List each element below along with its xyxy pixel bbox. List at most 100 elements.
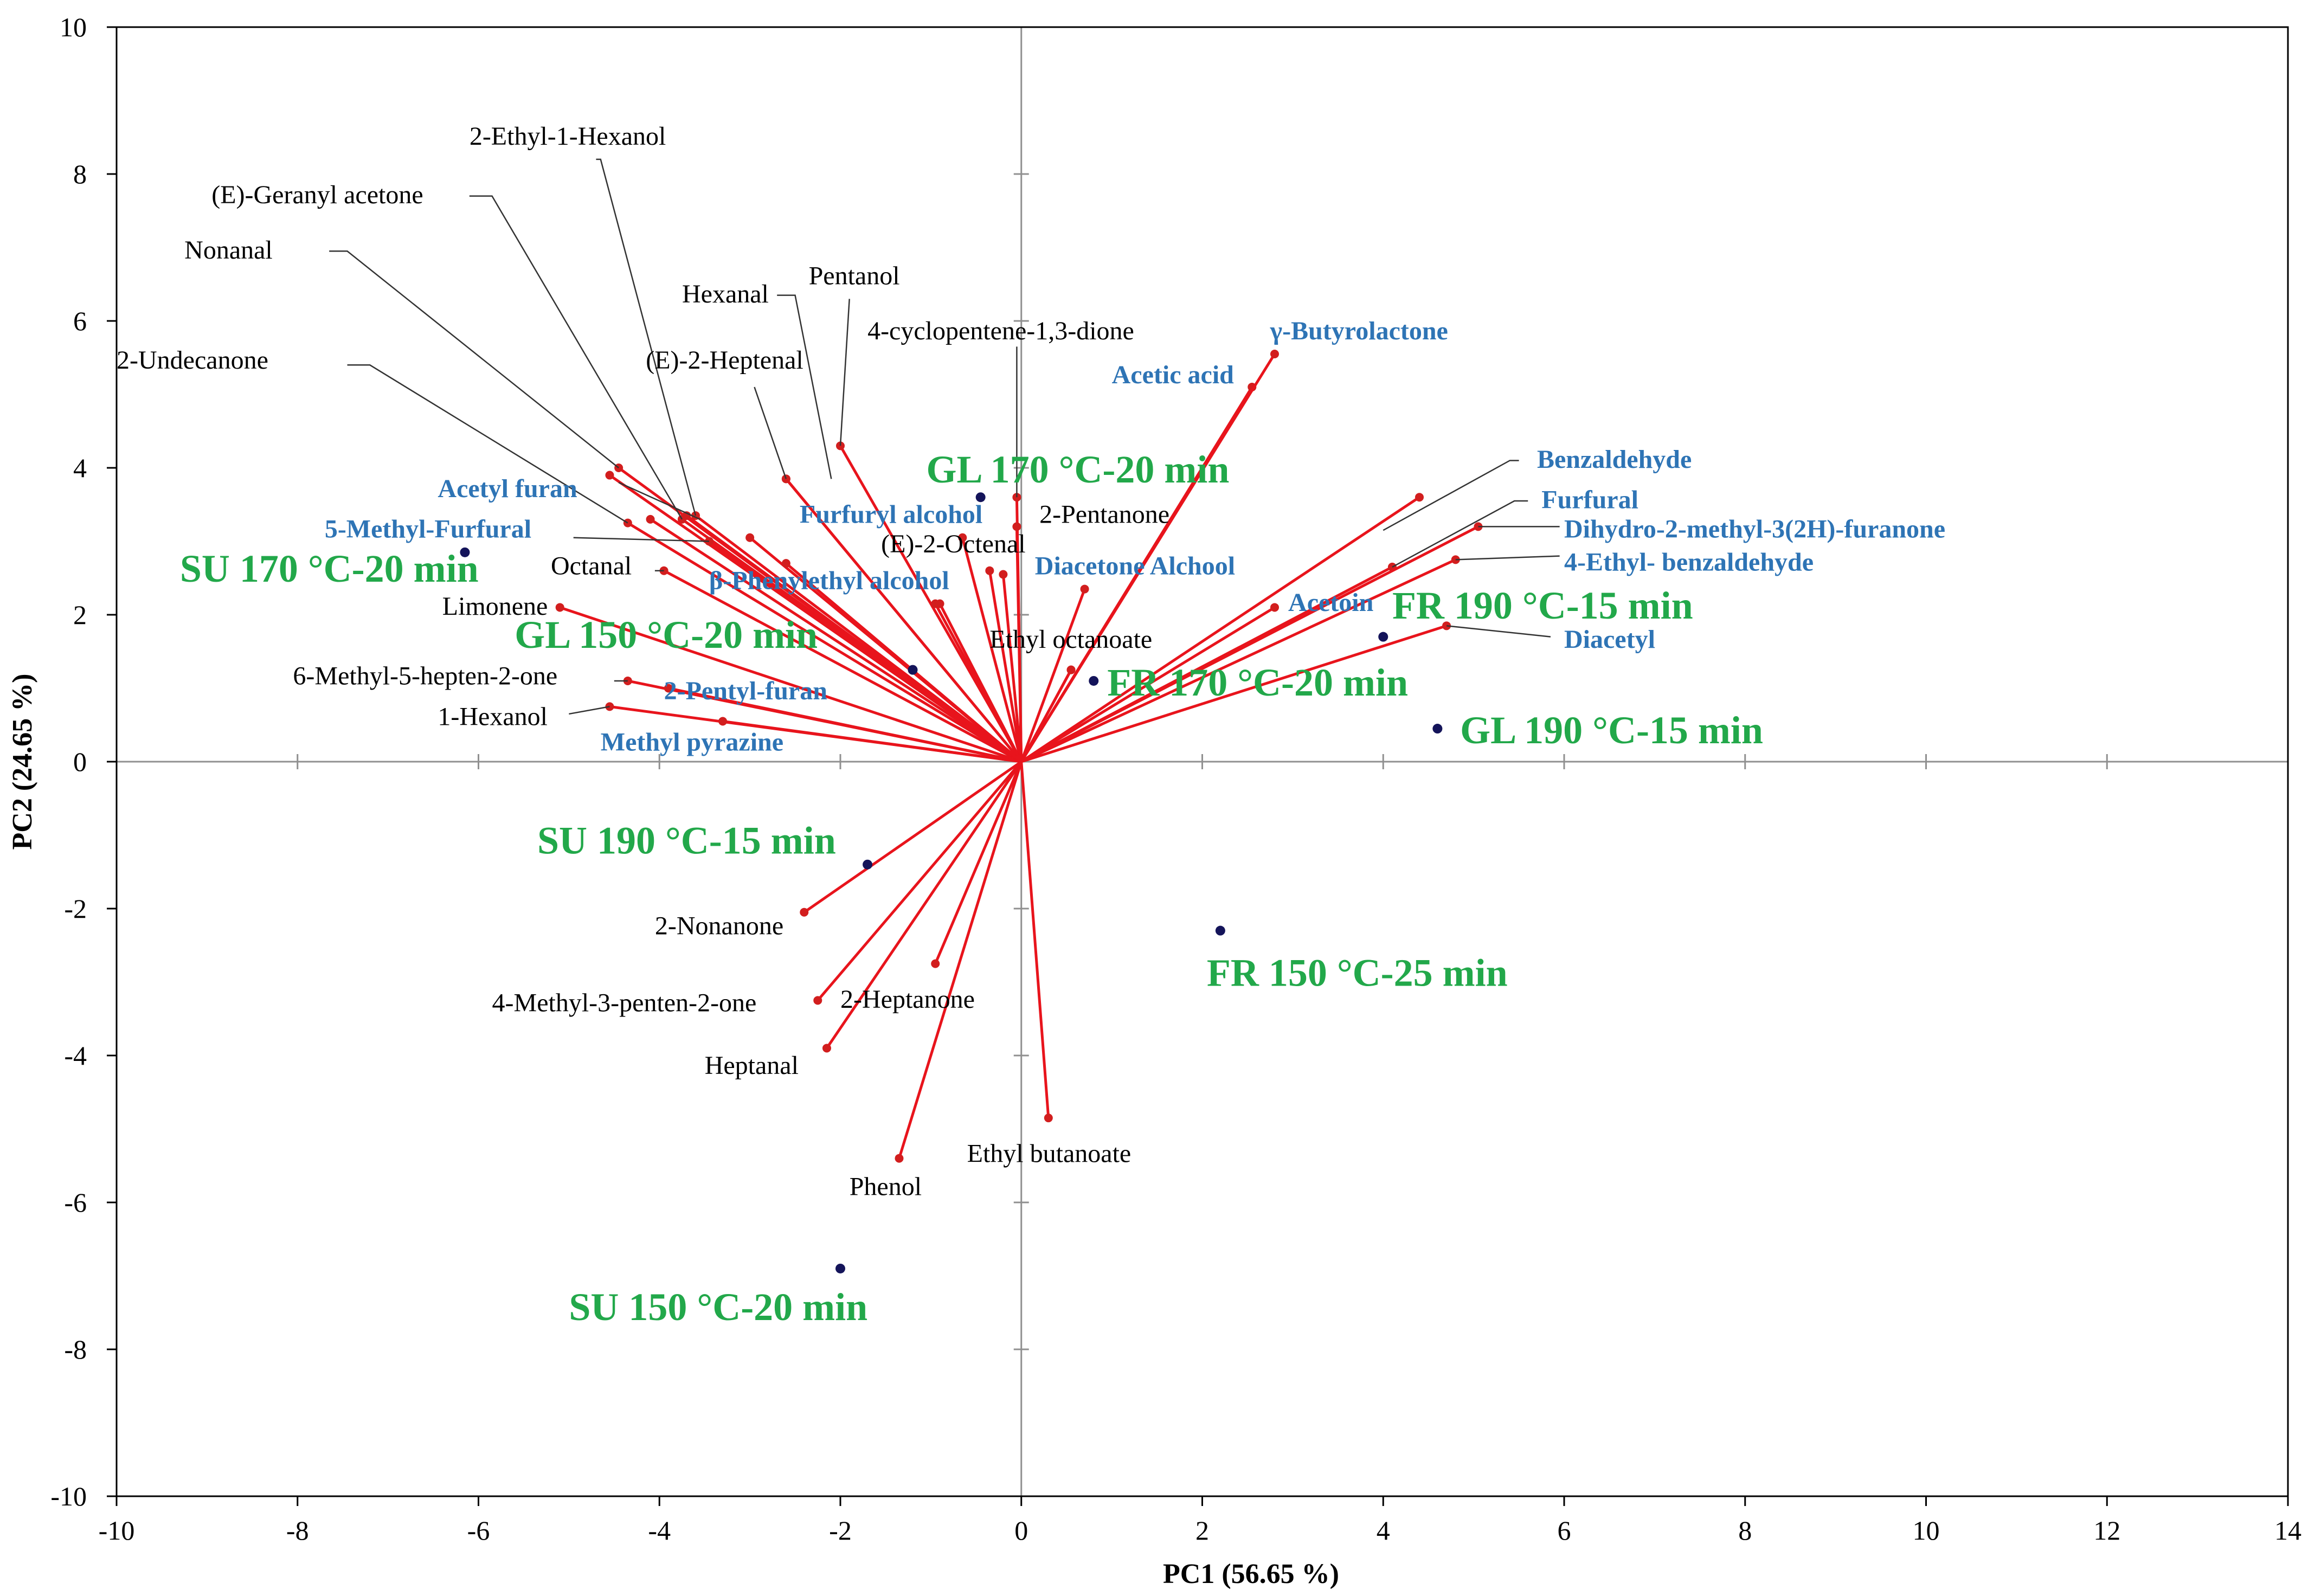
leader-line-2-undecanone xyxy=(347,364,628,524)
loading-label-ethyl-octanoate: Ethyl octanoate xyxy=(989,625,1152,654)
loading-vectors xyxy=(555,349,1483,1163)
loading-label-hexanal: Hexanal xyxy=(682,280,769,308)
sample-label-su-190-c-15-min: SU 190 °C-15 min xyxy=(537,819,836,862)
y-tick-label: -6 xyxy=(64,1187,87,1218)
loading-point-e-2-octenal xyxy=(958,533,967,542)
sample-point-fr-190-c-15-min xyxy=(1378,632,1388,642)
loading-label-2-ethyl-1-hexanol: 2-Ethyl-1-Hexanol xyxy=(470,122,666,151)
x-tick-label: 2 xyxy=(1195,1515,1209,1546)
sample-points xyxy=(460,492,1443,1273)
loading-label-acetoin: Acetoin xyxy=(1288,588,1373,617)
loading-label-1-hexanol: 1-Hexanol xyxy=(438,702,548,731)
y-tick-label: -10 xyxy=(50,1481,87,1511)
sample-label-su-170-c-20-min: SU 170 °C-20 min xyxy=(180,547,479,590)
loading-point-unlabeled xyxy=(1066,665,1076,674)
sample-point-gl-170-c-20-min xyxy=(975,492,986,503)
loading-label-methyl-pyrazine: Methyl pyrazine xyxy=(601,728,783,757)
leader-line-pentanol xyxy=(839,299,850,446)
loading-point-methyl-pyrazine xyxy=(718,717,728,726)
leader-line-2-ethyl-1-hexanol xyxy=(596,158,697,516)
y-tick-label: 10 xyxy=(60,12,87,42)
loading-point-2-nonanone xyxy=(800,908,809,917)
x-tick-label: -4 xyxy=(648,1515,671,1546)
loading-point-diacetone-alchool xyxy=(1080,584,1089,594)
x-tick-label: 6 xyxy=(1558,1515,1571,1546)
loading-vector-unlabeled xyxy=(785,562,1023,763)
loading-vector-2-heptanone xyxy=(934,761,1023,964)
y-tick-label: -8 xyxy=(64,1334,87,1365)
loading-label-diacetyl: Diacetyl xyxy=(1564,625,1655,654)
loading-vector-acetoin xyxy=(1020,606,1276,763)
loading-label-2-pentanone: 2-Pentanone xyxy=(1039,500,1169,529)
loading-vector-2-pentanone xyxy=(1015,526,1023,762)
sample-label-fr-190-c-15-min: FR 190 °C-15 min xyxy=(1392,584,1693,627)
loading-label-furfural: Furfural xyxy=(1541,486,1638,514)
loading-point-benzaldehyde xyxy=(1415,493,1424,502)
sample-label-fr-170-c-20-min: FR 170 °C-20 min xyxy=(1107,661,1408,704)
loading-point-4-methyl-3-penten-2-one xyxy=(813,996,822,1005)
sample-label-gl-190-c-15-min: GL 190 °C-15 min xyxy=(1460,709,1763,752)
loading-vector-butyrolactone xyxy=(1020,353,1276,763)
loading-label-e-2-octenal: (E)-2-Octenal xyxy=(881,530,1026,558)
loading-vector-e-2-octenal xyxy=(961,537,1023,762)
loading-vector-4-ethyl-benzaldehyde xyxy=(1020,558,1456,763)
loading-vector-unlabeled xyxy=(1001,574,1023,762)
loading-point-2-heptanone xyxy=(931,959,940,968)
loading-vector-octanal xyxy=(663,569,1022,763)
loading-vector-unlabeled xyxy=(934,603,1023,763)
y-tick-label: -4 xyxy=(64,1040,87,1071)
loading-label-ethyl-butanoate: Ethyl butanoate xyxy=(967,1139,1132,1168)
x-tick-label: -6 xyxy=(467,1515,490,1546)
leader-line-acetyl-furan xyxy=(618,481,700,520)
loading-label-phenylethyl-alcohol: β-Phenylethyl alcohol xyxy=(709,567,949,595)
y-tick-label: 6 xyxy=(73,306,87,336)
loading-point-2-pentanone xyxy=(1012,522,1021,531)
y-tick-label: 2 xyxy=(73,600,87,630)
x-tick-label: -10 xyxy=(99,1515,135,1546)
y-axis-title: PC2 (24.65 %) xyxy=(7,674,38,850)
loading-vector-diacetone-alchool xyxy=(1020,588,1086,762)
y-tick-label: -2 xyxy=(64,893,87,924)
leader-line-5-methyl-furfural xyxy=(573,537,710,542)
loading-vector-heptanal xyxy=(825,761,1023,1049)
loading-point-unlabeled xyxy=(931,599,940,608)
loading-label-pentanol: Pentanol xyxy=(809,261,900,290)
point-labels: 2-Ethyl-1-Hexanol (E)-Geranyl acetone Nona… xyxy=(117,122,1945,1329)
loading-label-benzaldehyde: Benzaldehyde xyxy=(1537,445,1692,474)
x-tick-label: 14 xyxy=(2274,1515,2301,1546)
leader-lines xyxy=(329,158,1560,715)
loading-vector-unlabeled xyxy=(1020,669,1072,763)
loading-point-heptanal xyxy=(822,1044,831,1053)
loading-point-ethyl-butanoate xyxy=(1044,1114,1053,1123)
loading-point-phenol xyxy=(895,1154,904,1163)
x-tick-label: 10 xyxy=(1913,1515,1940,1546)
loading-point-unlabeled xyxy=(999,570,1008,579)
loading-label-e-geranyl-acetone: (E)-Geranyl acetone xyxy=(211,181,423,209)
loading-label-butyrolactone: γ-Butyrolactone xyxy=(1270,317,1448,345)
leader-line-diacetyl xyxy=(1446,625,1551,638)
loading-vector-2-nonanone xyxy=(803,760,1023,913)
loading-label-dihydro-2-methyl-3-2h-furanone: Dihydro-2-methyl-3(2H)-furanone xyxy=(1564,515,1945,544)
loading-vector-ethyl-butanoate xyxy=(1020,761,1050,1118)
loading-label-2-nonanone: 2-Nonanone xyxy=(655,911,783,940)
loading-point-butyrolactone xyxy=(1270,349,1279,358)
loading-point-unlabeled xyxy=(646,514,655,524)
sample-point-su-150-c-20-min xyxy=(835,1263,845,1273)
loading-point-acetyl-furan xyxy=(605,471,614,480)
loading-vector-furfuryl-alcohol xyxy=(988,570,1023,762)
loading-label-6-methyl-5-hepten-2-one: 6-Methyl-5-hepten-2-one xyxy=(293,662,557,691)
sample-point-gl-190-c-15-min xyxy=(1432,724,1443,734)
loading-label-2-heptanone: 2-Heptanone xyxy=(840,985,975,1014)
loading-label-heptanal: Heptanal xyxy=(705,1051,799,1080)
leader-line-furfural xyxy=(1392,500,1528,568)
loading-label-octanal: Octanal xyxy=(551,551,632,580)
loading-vector-benzaldehyde xyxy=(1020,496,1420,763)
loading-label-diacetone-alchool: Diacetone Alchool xyxy=(1035,551,1235,580)
loading-vector-methyl-pyrazine xyxy=(722,719,1022,763)
x-tick-label: -2 xyxy=(829,1515,852,1546)
loading-point-2-pentyl-furan xyxy=(664,684,673,693)
loading-vector-diacetyl xyxy=(1020,624,1447,763)
loading-point-furfuryl-alcohol xyxy=(985,566,994,575)
loading-vector-unlabeled xyxy=(685,514,1023,763)
